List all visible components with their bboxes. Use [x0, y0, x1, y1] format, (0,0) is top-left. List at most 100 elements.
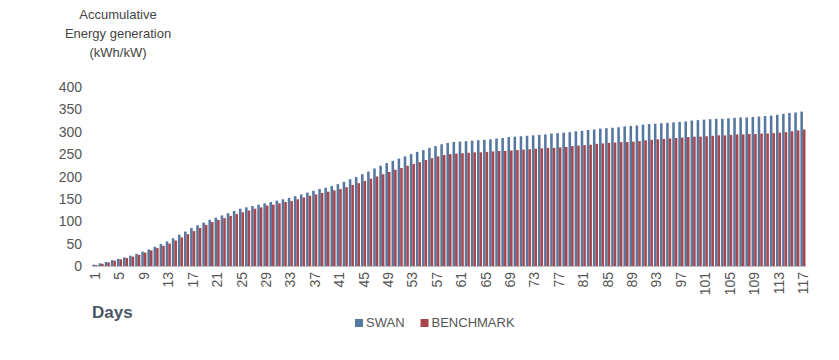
bar [532, 135, 535, 266]
bar [123, 257, 126, 266]
x-tick-label: 97 [673, 272, 689, 288]
bar [477, 140, 480, 266]
bar [309, 196, 312, 266]
bar [565, 147, 568, 266]
bar [388, 172, 391, 266]
bar [227, 213, 230, 266]
bar [254, 209, 257, 266]
bar [501, 138, 504, 266]
y-tick [89, 131, 92, 132]
bar [321, 193, 324, 266]
y-tick [89, 243, 92, 244]
bar [379, 166, 382, 266]
y-tick-label: 150 [59, 191, 83, 207]
bar [284, 202, 287, 266]
bar [575, 131, 578, 266]
x-tick-label: 21 [209, 272, 225, 288]
bar [699, 137, 702, 266]
bar [196, 225, 199, 266]
bar [760, 134, 763, 266]
bar [132, 257, 135, 266]
bar [559, 147, 562, 266]
bar [272, 205, 275, 266]
bar [465, 141, 468, 266]
bar [514, 137, 517, 266]
legend-swatch [421, 319, 429, 327]
bar [422, 150, 425, 266]
bar [144, 253, 147, 266]
bar [758, 117, 761, 266]
bar [644, 140, 647, 266]
bar [92, 265, 95, 266]
x-tick-label: 29 [258, 272, 274, 288]
bar [296, 199, 299, 266]
bar [626, 142, 629, 266]
bar [373, 168, 376, 266]
bar [361, 174, 364, 266]
y-tick [89, 109, 92, 110]
bar [239, 209, 242, 266]
bar [95, 265, 98, 266]
bar [779, 133, 782, 266]
bar [504, 151, 507, 266]
bar [434, 146, 437, 266]
bar [288, 198, 291, 266]
bar [510, 151, 513, 266]
bar [736, 134, 739, 266]
bar [453, 142, 456, 266]
bar [745, 117, 748, 266]
bar [245, 207, 248, 266]
bar [520, 136, 523, 266]
bar [160, 244, 163, 266]
bar [623, 126, 626, 266]
bar [202, 223, 205, 266]
y-tick [89, 266, 92, 267]
bar [739, 117, 742, 266]
bar [154, 247, 157, 266]
bar [205, 225, 208, 266]
bar [595, 144, 598, 266]
bar [547, 148, 550, 266]
bar [376, 177, 379, 267]
bar [678, 122, 681, 266]
bar [459, 142, 462, 266]
bar [150, 250, 153, 266]
bar [406, 166, 409, 266]
bar [788, 113, 791, 266]
bar [404, 156, 407, 266]
bar [312, 191, 315, 266]
bar [614, 142, 617, 266]
bar [782, 114, 785, 266]
bar [217, 220, 220, 266]
bar [589, 145, 592, 266]
bar [534, 149, 537, 266]
bar [605, 128, 608, 266]
x-tick-label: 33 [282, 272, 298, 288]
bar [538, 135, 541, 266]
bar [180, 237, 183, 266]
y-tick [89, 176, 92, 177]
x-tick-label: 81 [575, 272, 591, 288]
bar [257, 205, 260, 266]
bar [392, 161, 395, 266]
bar [471, 141, 474, 266]
bar [119, 259, 122, 266]
bar [187, 234, 190, 266]
bar [581, 131, 584, 266]
bar [410, 154, 413, 266]
x-tick-label: 65 [478, 272, 494, 288]
bar [687, 137, 690, 266]
bar [711, 136, 714, 266]
bar [721, 119, 724, 266]
bar [562, 133, 565, 266]
bar [620, 142, 623, 266]
bar [147, 249, 150, 266]
bar [697, 120, 700, 266]
y-tick [89, 198, 92, 199]
x-tick-label: 73 [526, 272, 542, 288]
x-tick-label: 53 [404, 272, 420, 288]
bar [666, 123, 669, 266]
bar [599, 129, 602, 266]
bar [412, 164, 415, 266]
bar [138, 255, 141, 266]
